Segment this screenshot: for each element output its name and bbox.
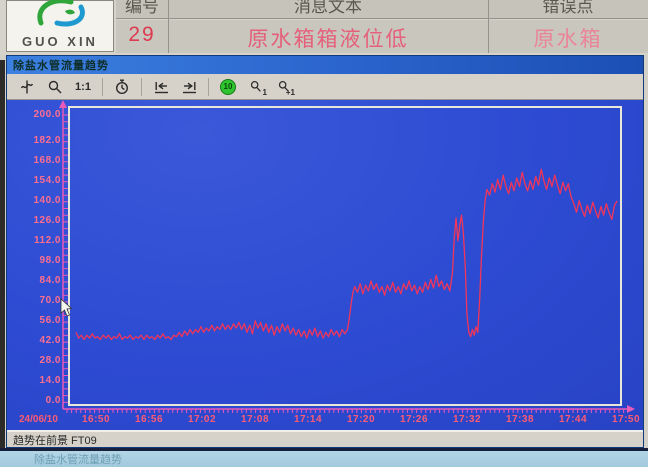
trend-chart[interactable]: 200.0 182.0 168.0 154.0 140.0 126.0 112.0 98.0 8… — [7, 100, 643, 430]
y-tick-label: 140.0 — [33, 194, 61, 206]
y-tick-label: 0.0 — [45, 395, 61, 406]
taskbar-divider — [0, 448, 648, 451]
zoom-area-icon[interactable] — [43, 77, 67, 97]
alarm-header-row: 编号 消息文本 错误点 — [116, 0, 648, 19]
select-curve-2-icon[interactable]: +1 — [272, 77, 296, 97]
update-status-badge: 10 — [220, 78, 236, 95]
x-tick-label: 17:20 — [346, 414, 376, 425]
update-status-icon[interactable]: 10 — [216, 77, 240, 97]
jump-to-end-icon[interactable] — [177, 77, 201, 97]
y-tick-label: 168.0 — [33, 154, 61, 166]
window-titlebar: 除盐水管流量趋势 — [7, 56, 643, 74]
alarm-header-errorpoint: 错误点 — [542, 0, 594, 16]
y-tick-label: 70.0 — [39, 294, 61, 306]
select-curve-sub: 1 — [262, 87, 267, 97]
select-curve-icon[interactable]: 1 — [244, 77, 268, 97]
alarm-banner: GUO XIN 编号 消息文本 错误点 29 原水箱箱液位低 原水箱 — [0, 0, 648, 55]
select-curve-2-sub: +1 — [285, 87, 295, 97]
y-tick-label: 182.0 — [33, 134, 61, 146]
statusbar-text: 趋势在前景 FT09 — [13, 435, 97, 447]
logo-swirl-icon — [37, 0, 85, 27]
y-tick-label: 56.0 — [39, 314, 61, 326]
toolbar-separator — [102, 77, 103, 96]
x-tick-label: 17:26 — [399, 414, 429, 425]
taskbar-item[interactable]: 除盐水管流量趋势 — [34, 454, 122, 466]
window-title: 除盐水管流量趋势 — [13, 60, 109, 72]
taskbar: 除盐水管流量趋势 — [0, 451, 648, 467]
alarm-errorpoint: 原水箱 — [533, 28, 603, 51]
y-tick-label: 28.0 — [39, 354, 61, 366]
y-tick-label: 112.0 — [34, 234, 61, 246]
y-tick-label: 42.0 — [39, 334, 61, 346]
alarm-row[interactable]: 29 原水箱箱液位低 原水箱 — [116, 20, 648, 53]
trend-window: 除盐水管流量趋势 1:1 — [6, 55, 644, 448]
x-axis-date-label: 24/06/10 — [19, 414, 58, 425]
column-separator — [168, 0, 169, 53]
scale-label: 1:1 — [75, 80, 91, 93]
one-to-one-button[interactable]: 1:1 — [71, 77, 95, 97]
y-tick-label: 200.0 — [33, 109, 61, 120]
alarm-message: 原水箱箱液位低 — [247, 28, 409, 51]
x-tick-label: 17:14 — [293, 414, 323, 425]
x-tick-label: 17:08 — [240, 414, 270, 425]
trend-plot-svg — [59, 100, 635, 413]
trend-toolbar: 1:1 10 1 — [7, 74, 643, 100]
x-tick-label: 16:56 — [134, 414, 164, 425]
x-tick-label: 17:32 — [452, 414, 482, 425]
ruler-icon[interactable] — [15, 77, 39, 97]
company-logo: GUO XIN — [6, 0, 114, 52]
alarm-header-number: 编号 — [125, 0, 159, 16]
alarm-table: 编号 消息文本 错误点 29 原水箱箱液位低 原水箱 — [116, 0, 648, 53]
alarm-number: 29 — [128, 23, 156, 46]
column-separator — [488, 0, 489, 53]
x-tick-label: 17:50 — [611, 414, 641, 425]
time-range-icon[interactable] — [110, 77, 134, 97]
window-statusbar: 趋势在前景 FT09 — [7, 430, 643, 447]
y-tick-label: 126.0 — [33, 214, 61, 226]
x-tick-label: 17:44 — [558, 414, 588, 425]
y-tick-label: 98.0 — [39, 254, 61, 266]
jump-to-start-icon[interactable] — [149, 77, 173, 97]
alarm-header-message: 消息文本 — [294, 0, 362, 16]
x-tick-label: 17:02 — [187, 414, 217, 425]
toolbar-separator — [208, 77, 209, 96]
y-tick-label: 14.0 — [39, 374, 61, 386]
mouse-cursor-icon — [60, 298, 73, 317]
y-tick-label: 154.0 — [33, 174, 61, 186]
toolbar-separator — [141, 77, 142, 96]
x-tick-label: 16:50 — [81, 414, 111, 425]
y-tick-label: 84.0 — [39, 274, 61, 286]
photo-edge — [0, 60, 5, 467]
logo-text: GUO XIN — [22, 34, 98, 49]
x-tick-label: 17:38 — [505, 414, 535, 425]
